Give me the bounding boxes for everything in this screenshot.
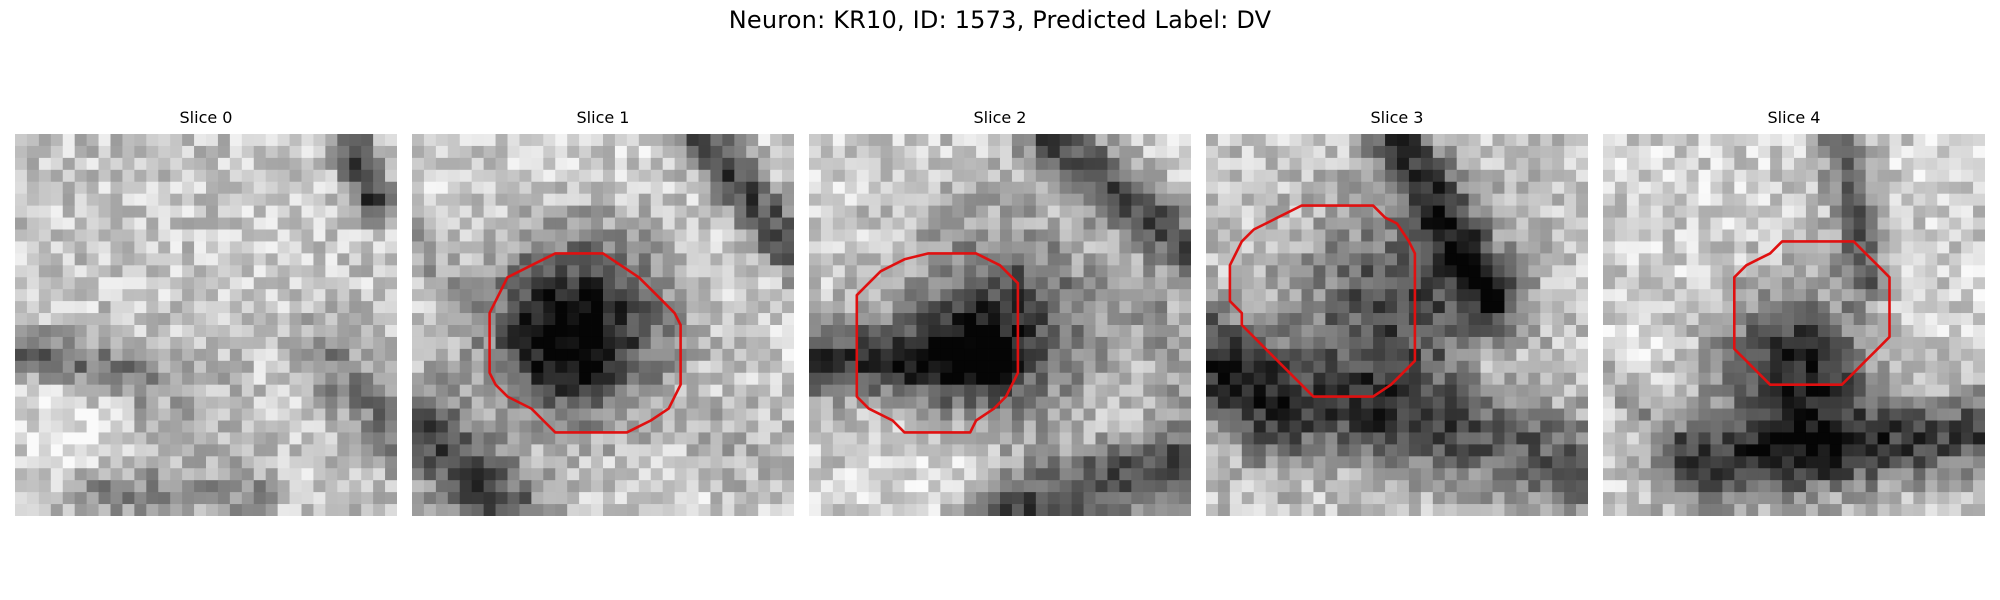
slice-image	[412, 134, 794, 516]
slice-title: Slice 0	[179, 108, 233, 127]
slice-title: Slice 1	[576, 108, 630, 127]
roi-contour	[488, 252, 682, 434]
figure-title: Neuron: KR10, ID: 1573, Predicted Label:…	[728, 6, 1272, 34]
slice-title: Slice 2	[973, 108, 1027, 127]
roi-contour	[855, 252, 1020, 434]
slice-image	[1206, 134, 1588, 516]
slice-image	[809, 134, 1191, 516]
roi-contour	[1733, 240, 1891, 386]
slice-title: Slice 3	[1370, 108, 1424, 127]
slice-title: Slice 4	[1767, 108, 1821, 127]
slice-image	[15, 134, 397, 516]
slice-image	[1603, 134, 1985, 516]
roi-contour	[1228, 204, 1417, 398]
